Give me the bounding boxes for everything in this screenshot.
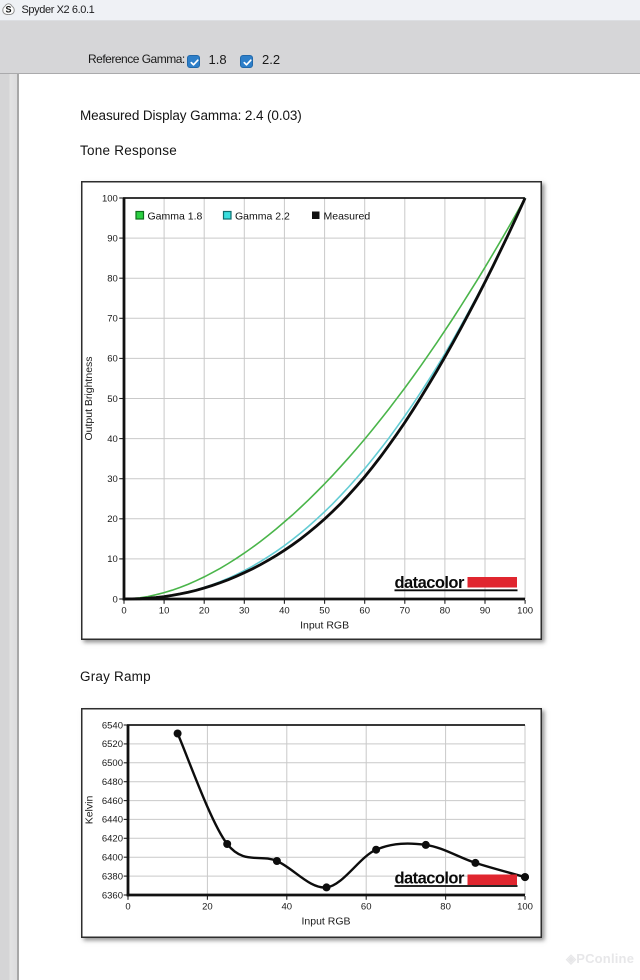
svg-text:Input RGB: Input RGB bbox=[301, 916, 350, 928]
svg-text:6440: 6440 bbox=[102, 815, 123, 826]
svg-text:6460: 6460 bbox=[102, 796, 123, 807]
svg-text:80: 80 bbox=[107, 274, 118, 285]
svg-text:Measured: Measured bbox=[324, 211, 371, 223]
svg-text:100: 100 bbox=[102, 193, 118, 204]
svg-text:60: 60 bbox=[107, 354, 118, 365]
svg-text:6520: 6520 bbox=[102, 739, 123, 750]
svg-text:70: 70 bbox=[400, 605, 411, 616]
svg-text:10: 10 bbox=[159, 605, 170, 616]
svg-text:Gamma 1.8: Gamma 1.8 bbox=[148, 211, 203, 223]
svg-text:50: 50 bbox=[319, 605, 330, 616]
svg-text:6500: 6500 bbox=[102, 758, 123, 769]
svg-text:40: 40 bbox=[282, 901, 293, 912]
svg-text:80: 80 bbox=[440, 605, 451, 616]
svg-text:20: 20 bbox=[202, 901, 213, 912]
svg-text:6540: 6540 bbox=[102, 720, 123, 731]
svg-text:0: 0 bbox=[125, 901, 130, 912]
svg-text:60: 60 bbox=[359, 605, 370, 616]
svg-text:datacolor: datacolor bbox=[395, 574, 465, 592]
svg-text:10: 10 bbox=[107, 554, 118, 565]
svg-text:6360: 6360 bbox=[102, 890, 123, 901]
svg-text:Gamma 2.2: Gamma 2.2 bbox=[235, 211, 290, 223]
svg-text:60: 60 bbox=[361, 901, 372, 912]
svg-text:20: 20 bbox=[107, 514, 118, 525]
svg-text:30: 30 bbox=[239, 605, 250, 616]
svg-text:Input RGB: Input RGB bbox=[300, 620, 349, 632]
svg-text:90: 90 bbox=[480, 605, 491, 616]
svg-text:20: 20 bbox=[199, 605, 210, 616]
svg-text:S: S bbox=[5, 4, 11, 14]
svg-text:6400: 6400 bbox=[102, 853, 123, 864]
svg-text:100: 100 bbox=[517, 605, 533, 616]
svg-text:6420: 6420 bbox=[102, 834, 123, 845]
svg-text:Output Brightness: Output Brightness bbox=[83, 356, 95, 440]
svg-text:0: 0 bbox=[113, 594, 118, 605]
svg-text:80: 80 bbox=[440, 901, 451, 912]
svg-text:6380: 6380 bbox=[102, 871, 123, 882]
svg-text:30: 30 bbox=[107, 474, 118, 485]
svg-text:70: 70 bbox=[107, 314, 118, 325]
svg-text:Kelvin: Kelvin bbox=[84, 796, 96, 825]
svg-text:datacolor: datacolor bbox=[395, 870, 465, 888]
svg-text:90: 90 bbox=[107, 233, 118, 244]
svg-text:40: 40 bbox=[279, 605, 290, 616]
svg-text:50: 50 bbox=[107, 394, 118, 405]
svg-text:6480: 6480 bbox=[102, 777, 123, 788]
svg-text:100: 100 bbox=[517, 901, 533, 912]
svg-text:40: 40 bbox=[107, 434, 118, 445]
svg-text:0: 0 bbox=[121, 605, 126, 616]
